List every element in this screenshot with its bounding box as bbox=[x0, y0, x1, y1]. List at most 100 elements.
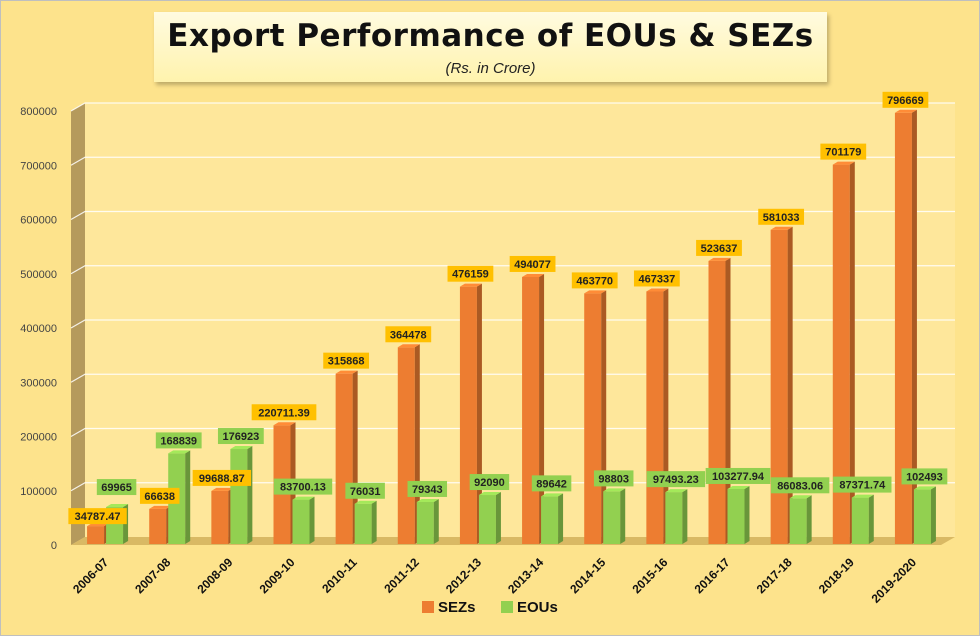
bar-sezs-front bbox=[832, 164, 850, 544]
bar-eous-top bbox=[292, 496, 315, 500]
data-label-sezs-text: 66638 bbox=[144, 491, 175, 503]
bar-sezs bbox=[584, 290, 607, 544]
bar-eous-front bbox=[789, 498, 807, 544]
data-label-eous: 103277.94 bbox=[705, 467, 771, 484]
bar-sezs-front bbox=[459, 286, 477, 544]
data-label-eous-text: 97493.23 bbox=[653, 474, 699, 486]
bar-sezs-front bbox=[87, 526, 105, 544]
y-tick-label: 100000 bbox=[20, 486, 57, 498]
data-label-eous-bg bbox=[469, 474, 510, 491]
bar-sezs-top bbox=[770, 226, 793, 230]
legend-label-eous: EOUs bbox=[517, 599, 558, 616]
data-label-eous: 102493 bbox=[901, 468, 948, 485]
bar-eous-front bbox=[292, 499, 310, 544]
bar-eous-top bbox=[354, 500, 377, 504]
bar-eous-top bbox=[913, 486, 936, 490]
bar-eous-front bbox=[478, 495, 496, 544]
bar-eous-front bbox=[851, 497, 869, 544]
x-tick-label: 2016-17 bbox=[692, 555, 733, 596]
legend-label-sezs: SEZs bbox=[438, 599, 476, 616]
x-tick-label: 2006-07 bbox=[70, 555, 111, 596]
data-label-sezs: 467337 bbox=[633, 270, 680, 287]
bar-sezs-front bbox=[708, 260, 726, 544]
data-label-eous-bg bbox=[705, 467, 771, 484]
bar-sezs bbox=[459, 283, 482, 544]
bar-sezs-top bbox=[832, 161, 855, 165]
bar-eous-top bbox=[478, 492, 501, 496]
x-tick-label: 2008-09 bbox=[194, 555, 235, 596]
bar-sezs bbox=[646, 288, 669, 544]
bar-sezs-front bbox=[584, 293, 602, 544]
y-tick-label: 800000 bbox=[20, 106, 57, 118]
bar-sezs-side bbox=[849, 161, 855, 544]
bar-eous-top bbox=[665, 489, 688, 493]
data-label-sezs: 364478 bbox=[385, 326, 432, 343]
data-label-sezs: 494077 bbox=[509, 255, 556, 272]
data-label-eous: 79343 bbox=[407, 480, 448, 497]
data-label-sezs-text: 476159 bbox=[452, 269, 489, 281]
y-tick-label: 300000 bbox=[20, 377, 57, 389]
bar-sezs-front bbox=[335, 373, 353, 544]
chart-subtitle: (Rs. in Crore) bbox=[445, 60, 536, 77]
bar-eous-top bbox=[416, 498, 439, 502]
bar-eous bbox=[789, 495, 812, 544]
bar-sezs-top bbox=[584, 290, 607, 294]
bar-sezs bbox=[87, 523, 110, 544]
bar-eous-front bbox=[665, 492, 683, 544]
x-tick-label: 2014-15 bbox=[567, 555, 608, 596]
x-tick-label: 2011-12 bbox=[381, 555, 422, 596]
bar-eous-front bbox=[541, 496, 559, 544]
bar-eous-side bbox=[247, 446, 253, 544]
data-label-sezs-bg bbox=[251, 404, 317, 421]
bar-eous-top bbox=[727, 485, 750, 489]
data-label-eous: 89642 bbox=[531, 475, 572, 492]
bar-eous-side bbox=[868, 494, 874, 544]
bar-eous bbox=[851, 494, 874, 544]
bar-eous-front bbox=[354, 503, 372, 544]
data-label-sezs-bg bbox=[385, 326, 432, 343]
bar-sezs-side bbox=[787, 226, 793, 544]
bar-eous-top bbox=[230, 446, 253, 450]
data-label-sezs-bg bbox=[139, 487, 180, 504]
bar-eous bbox=[603, 488, 626, 544]
bar-eous-front bbox=[913, 489, 931, 544]
bar-sezs-front bbox=[770, 229, 788, 544]
bar-sezs-top bbox=[149, 505, 172, 509]
x-tick-label: 2010-11 bbox=[319, 555, 360, 596]
bar-sezs-side bbox=[352, 370, 358, 544]
data-label-eous: 86083.06 bbox=[770, 477, 830, 494]
data-label-sezs-text: 701179 bbox=[825, 147, 861, 159]
data-label-eous-text: 76031 bbox=[350, 486, 381, 498]
chart-title: Export Performance of EOUs & SEZs bbox=[167, 18, 814, 54]
data-label-eous: 176923 bbox=[217, 428, 264, 445]
bar-eous-side bbox=[371, 500, 377, 544]
data-label-eous: 168839 bbox=[155, 432, 202, 449]
data-label-eous-text: 168839 bbox=[160, 435, 197, 447]
data-label-eous: 97493.23 bbox=[646, 471, 706, 488]
bar-eous bbox=[416, 498, 439, 544]
gridline bbox=[70, 265, 955, 275]
data-label-eous-text: 86083.06 bbox=[777, 480, 823, 492]
bar-sezs bbox=[397, 344, 420, 544]
data-label-sezs-bg bbox=[509, 255, 556, 272]
x-tick-label: 2013-14 bbox=[505, 555, 546, 596]
bar-sezs-top bbox=[522, 273, 545, 277]
bar-eous bbox=[478, 492, 501, 544]
data-label-eous-text: 98803 bbox=[598, 473, 629, 485]
bar-sezs bbox=[894, 109, 917, 544]
data-label-sezs: 463770 bbox=[571, 272, 618, 289]
bar-sezs-top bbox=[335, 370, 358, 374]
bar-sezs bbox=[522, 273, 545, 544]
data-label-eous-bg bbox=[217, 428, 264, 445]
data-label-sezs-text: 364478 bbox=[390, 329, 427, 341]
data-labels: 34787.47 69965 66638 168839 99688.87 176923 22… bbox=[68, 91, 948, 525]
data-label-eous-text: 92090 bbox=[474, 477, 505, 489]
bar-sezs-front bbox=[211, 490, 229, 544]
bar-sezs bbox=[832, 161, 855, 544]
data-label-eous-bg bbox=[833, 476, 892, 493]
data-label-sezs-text: 796669 bbox=[887, 95, 924, 107]
bar-sezs bbox=[708, 257, 731, 544]
data-label-sezs: 581033 bbox=[758, 208, 805, 225]
